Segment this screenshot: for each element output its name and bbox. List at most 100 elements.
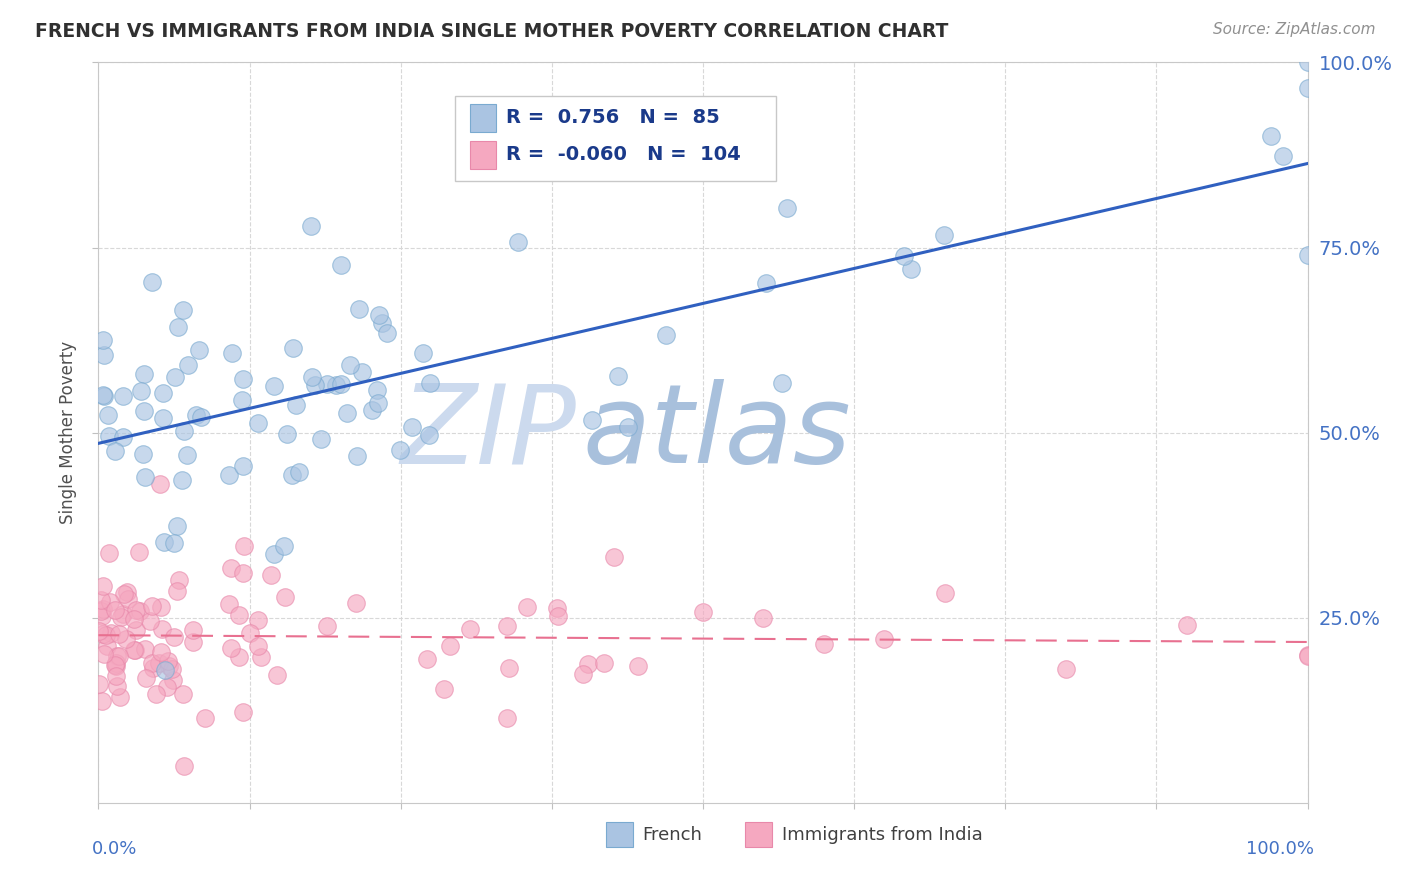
Point bbox=[150, 622, 173, 636]
Point bbox=[153, 663, 176, 677]
Point bbox=[627, 659, 650, 673]
Point bbox=[325, 378, 347, 392]
Point bbox=[152, 411, 174, 425]
Point bbox=[139, 614, 162, 628]
Point bbox=[141, 599, 163, 614]
Point bbox=[105, 679, 128, 693]
Point bbox=[1296, 55, 1319, 70]
Point bbox=[110, 609, 132, 624]
Point bbox=[124, 643, 146, 657]
Point bbox=[412, 345, 434, 359]
Text: Source: ZipAtlas.com: Source: ZipAtlas.com bbox=[1212, 22, 1375, 37]
Point bbox=[250, 649, 273, 664]
Point bbox=[221, 561, 243, 575]
Point bbox=[104, 444, 127, 458]
Point bbox=[516, 599, 538, 614]
Point bbox=[299, 219, 322, 233]
Point bbox=[1272, 149, 1295, 163]
Point bbox=[388, 443, 411, 458]
Text: Immigrants from India: Immigrants from India bbox=[782, 826, 983, 844]
Point bbox=[153, 535, 176, 549]
Point bbox=[114, 632, 136, 647]
Point bbox=[246, 639, 269, 653]
Point bbox=[128, 545, 150, 559]
Point bbox=[173, 424, 195, 438]
Point bbox=[617, 420, 640, 434]
Point bbox=[90, 609, 112, 624]
Text: 100.0%: 100.0% bbox=[1246, 840, 1313, 858]
Point bbox=[1296, 648, 1319, 663]
Point bbox=[131, 447, 153, 461]
Point bbox=[141, 656, 163, 670]
Point bbox=[433, 681, 456, 696]
Point bbox=[495, 710, 517, 724]
Point bbox=[112, 587, 135, 601]
Point bbox=[156, 680, 179, 694]
Point bbox=[122, 643, 145, 657]
Point bbox=[576, 657, 599, 672]
Point bbox=[1054, 662, 1077, 676]
Point bbox=[134, 470, 156, 484]
Point bbox=[90, 605, 112, 619]
Y-axis label: Single Mother Poverty: Single Mother Poverty bbox=[59, 341, 77, 524]
Text: FRENCH VS IMMIGRANTS FROM INDIA SINGLE MOTHER POVERTY CORRELATION CHART: FRENCH VS IMMIGRANTS FROM INDIA SINGLE M… bbox=[35, 22, 949, 41]
Point bbox=[755, 277, 778, 291]
Point bbox=[375, 326, 398, 341]
Point bbox=[228, 649, 250, 664]
Point bbox=[112, 389, 135, 403]
Point bbox=[186, 409, 208, 423]
Point bbox=[97, 408, 120, 422]
Point bbox=[339, 358, 361, 372]
Point bbox=[166, 584, 188, 599]
Point bbox=[419, 376, 441, 390]
Text: French: French bbox=[643, 826, 703, 844]
Point bbox=[274, 591, 297, 605]
Point bbox=[91, 627, 114, 641]
Point bbox=[160, 662, 183, 676]
Point bbox=[233, 539, 256, 553]
Point bbox=[546, 601, 568, 615]
Point bbox=[418, 428, 440, 442]
Point bbox=[112, 429, 135, 443]
Point bbox=[301, 370, 323, 384]
Point bbox=[315, 619, 337, 633]
Point bbox=[304, 378, 326, 392]
Point bbox=[266, 668, 288, 682]
Point bbox=[228, 607, 250, 622]
Point bbox=[347, 302, 370, 317]
Point bbox=[603, 549, 626, 564]
Point bbox=[368, 308, 391, 322]
Point bbox=[163, 535, 186, 549]
Point bbox=[129, 604, 152, 618]
Point bbox=[439, 639, 461, 653]
Point bbox=[104, 603, 127, 617]
Point bbox=[893, 249, 915, 263]
Point bbox=[276, 427, 298, 442]
Point bbox=[163, 630, 186, 644]
Point bbox=[581, 412, 603, 426]
Point bbox=[91, 693, 114, 707]
Point bbox=[117, 592, 139, 607]
Point bbox=[172, 303, 194, 318]
Point bbox=[170, 473, 193, 487]
Point bbox=[309, 432, 332, 446]
Point bbox=[873, 632, 896, 646]
Point bbox=[692, 605, 714, 619]
Point bbox=[246, 613, 269, 627]
Point bbox=[1260, 128, 1282, 143]
Point bbox=[401, 420, 423, 434]
Point bbox=[129, 384, 152, 398]
Point bbox=[107, 627, 129, 641]
Point bbox=[93, 348, 115, 362]
Point bbox=[115, 584, 138, 599]
Point bbox=[100, 626, 122, 640]
Point bbox=[125, 603, 148, 617]
Point bbox=[162, 673, 184, 687]
Point bbox=[232, 372, 254, 386]
Point bbox=[141, 276, 163, 290]
Point bbox=[655, 327, 678, 342]
Text: R =  -0.060   N =  104: R = -0.060 N = 104 bbox=[506, 145, 741, 164]
Point bbox=[148, 656, 170, 670]
Point bbox=[105, 656, 128, 670]
Point bbox=[104, 657, 127, 672]
